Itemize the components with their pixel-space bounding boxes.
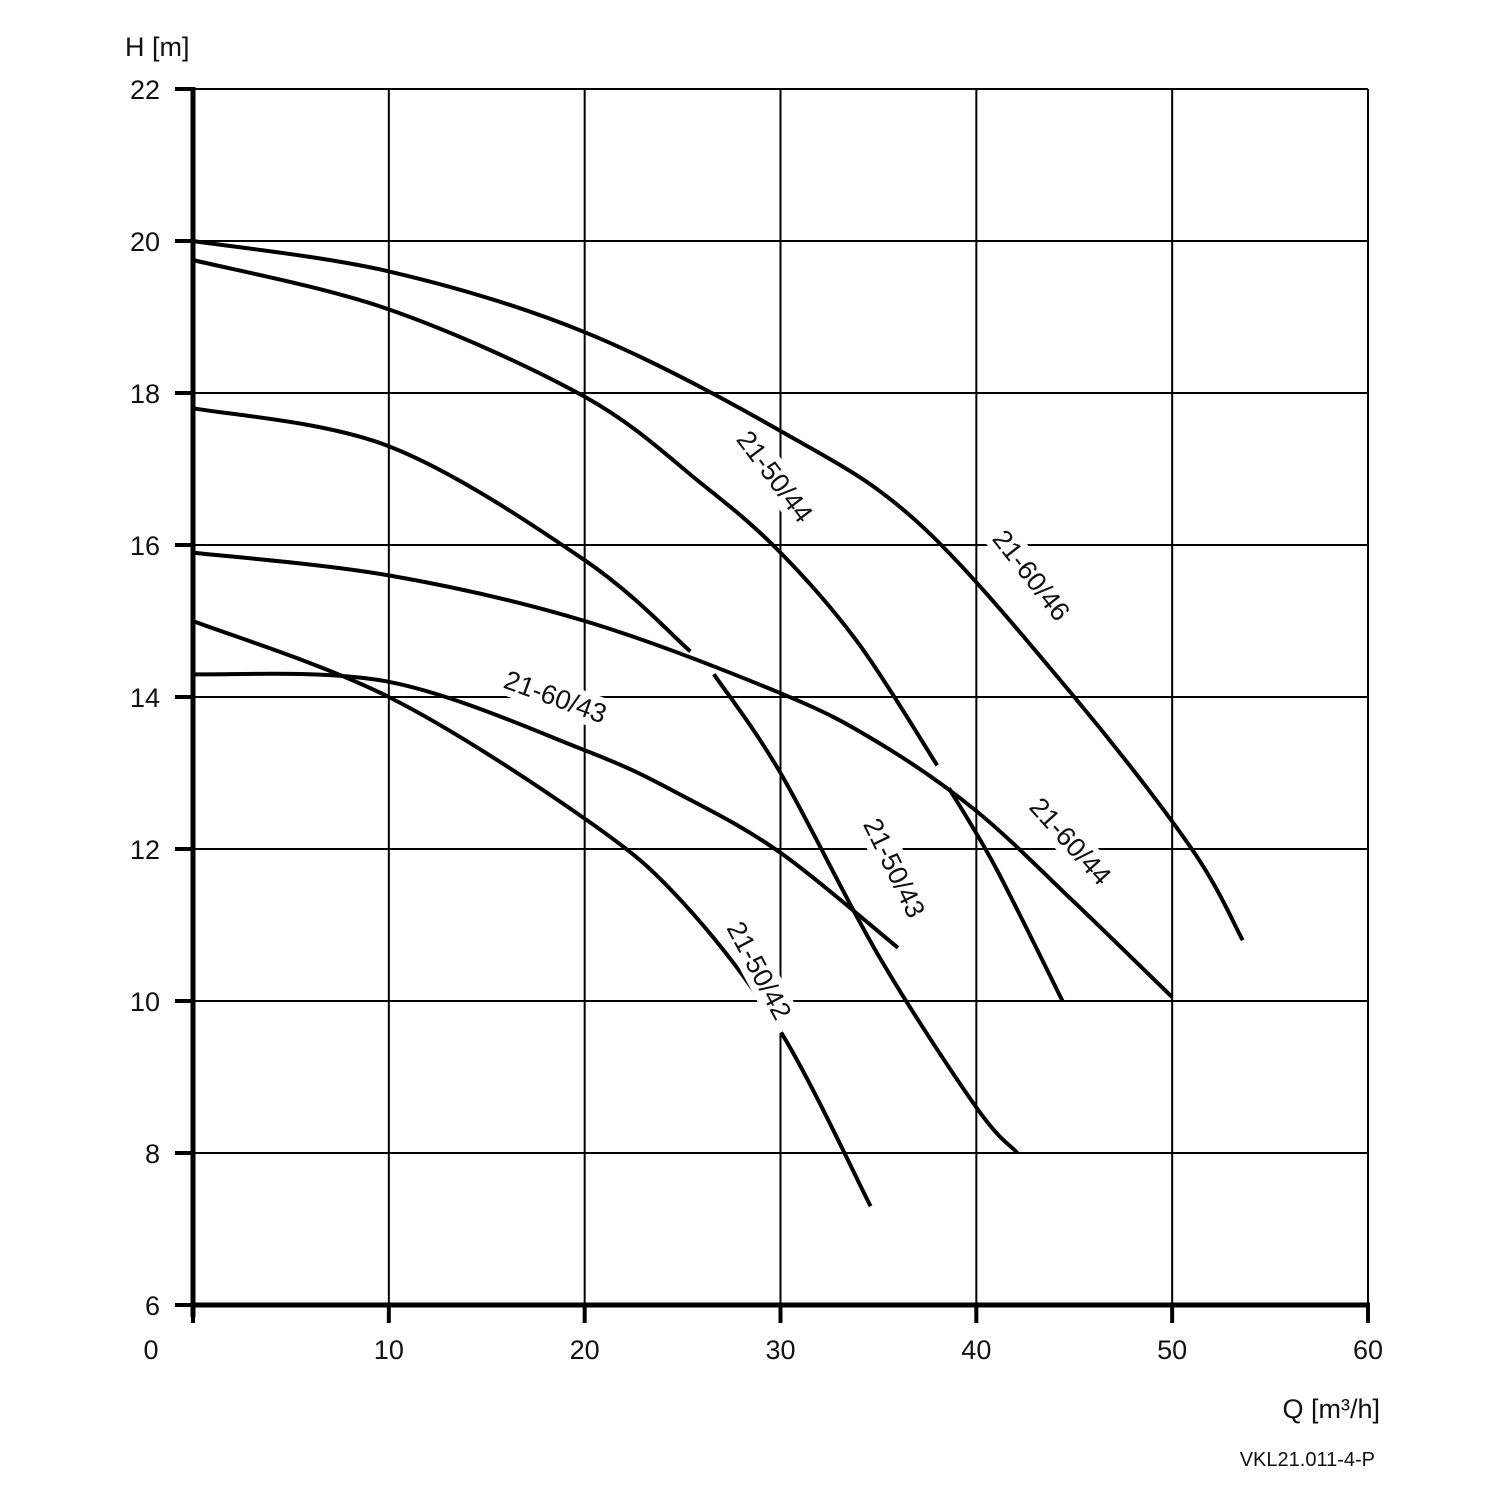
series-line-unlabeled — [947, 787, 1065, 1002]
series-line-21-50-44 — [192, 258, 939, 767]
curve-label: 21-50/43 — [857, 814, 931, 923]
curve-label-background — [851, 802, 937, 934]
series-line-21-50-43 — [712, 673, 1019, 1155]
x-tick-label: 30 — [765, 1335, 795, 1365]
y-tick-label: 18 — [130, 379, 160, 409]
x-tick-label: 20 — [570, 1335, 600, 1365]
curve-label-background — [488, 659, 622, 735]
y-tick-label: 14 — [130, 683, 160, 713]
series-line-unlabeled — [192, 406, 692, 653]
series-line-21-50-42 — [192, 619, 873, 1208]
x-tick-label: 60 — [1353, 1335, 1383, 1365]
y-tick-label: 20 — [130, 227, 160, 257]
y-tick-label: 16 — [130, 531, 160, 561]
x-axis-label: Q [m³/h] — [1282, 1394, 1380, 1424]
x-tick-label: 10 — [374, 1335, 404, 1365]
y-axis-label: H [m] — [125, 32, 190, 62]
curve-label: 21-60/44 — [1023, 792, 1117, 891]
tick-labels: 6 8 10 12 14 16 18 20 22 0 10 20 30 40 50 60 — [130, 75, 1383, 1365]
y-tick-label: 6 — [145, 1291, 160, 1321]
curve-label-group: 21-60/43 — [488, 659, 622, 735]
curve-label-background — [978, 514, 1084, 637]
series-line-21-60-44 — [192, 550, 1174, 999]
curve-label-group: 21-50/43 — [851, 802, 937, 934]
x-tick-label: 0 — [143, 1335, 158, 1365]
curve-label-background — [714, 905, 804, 1036]
curve-label-group: 21-60/44 — [1015, 782, 1126, 901]
y-tick-label: 12 — [130, 835, 160, 865]
x-tick-label: 50 — [1157, 1335, 1187, 1365]
curve-label-background — [722, 415, 827, 538]
curve-label: 21-50/44 — [731, 425, 819, 528]
curve-label: 21-60/43 — [500, 665, 610, 730]
curve-label-background — [1015, 782, 1126, 901]
y-tick-label: 8 — [145, 1139, 160, 1169]
series-line-21-60-43 — [192, 671, 900, 950]
series-line-21-60-46 — [192, 239, 1245, 942]
curve-label-group: 21-50/42 — [714, 905, 804, 1036]
curve-label: 21-50/42 — [721, 916, 798, 1024]
y-tick-label: 10 — [130, 987, 160, 1017]
series — [192, 239, 1245, 1208]
y-tick-label: 22 — [130, 75, 160, 105]
curve-label-group: 21-60/46 — [978, 514, 1084, 637]
grid — [193, 88, 1369, 1305]
curve-label-group: 21-50/44 — [722, 415, 827, 538]
x-tick-label: 40 — [961, 1335, 991, 1365]
figure-code: VKL21.011-4-P — [1240, 1449, 1375, 1471]
